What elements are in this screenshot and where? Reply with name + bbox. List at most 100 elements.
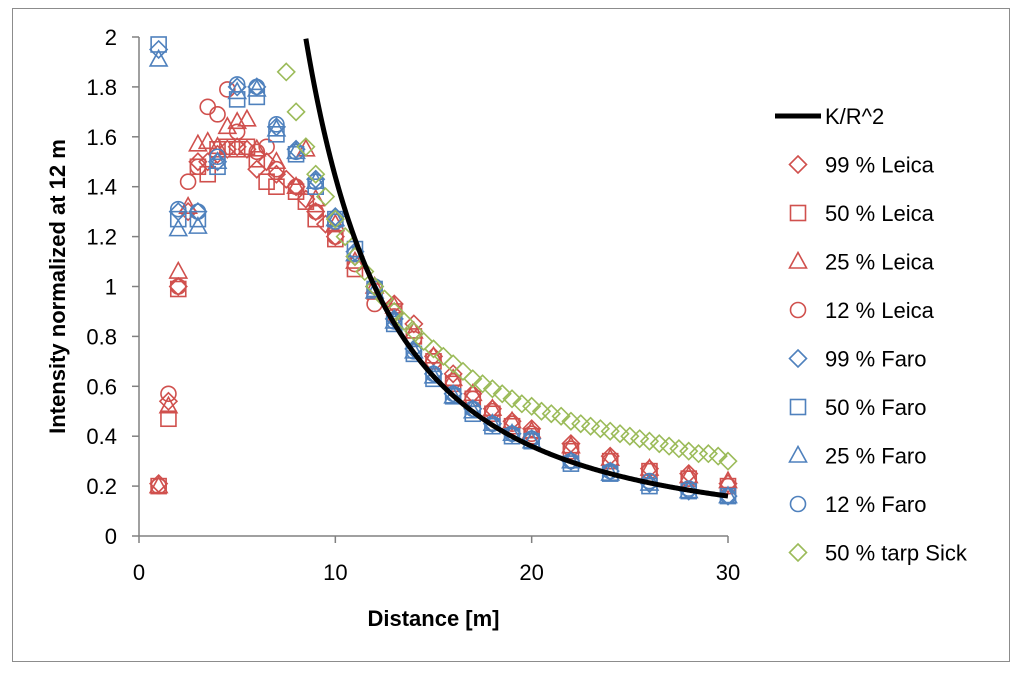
data-point <box>158 395 179 414</box>
data-point <box>247 159 267 179</box>
data-point <box>179 173 197 191</box>
data-point <box>364 275 385 294</box>
scatter-chart: 0 0.2 0.4 0.6 0.8 1 1.2 1.4 1.6 1.8 2 0 10 20 30 Inte… <box>45 25 968 631</box>
data-point <box>197 131 218 150</box>
data-point <box>325 209 345 229</box>
legend-label: 12 % Faro <box>825 492 927 517</box>
data-point <box>414 331 434 352</box>
data-point <box>150 477 167 495</box>
data-point <box>620 426 640 446</box>
legend-label: 50 % Leica <box>825 201 935 226</box>
data-point <box>425 370 442 388</box>
data-point <box>268 178 285 195</box>
legend-swatch <box>788 444 808 463</box>
data-point <box>590 419 611 439</box>
x-tick-label: 30 <box>716 560 740 585</box>
legend-item: 50 % Leica <box>789 201 935 226</box>
data-point <box>571 414 591 434</box>
data-point <box>315 187 336 207</box>
y-tick-label: 0 <box>105 524 117 549</box>
y-tick-label: 0.6 <box>86 374 117 399</box>
data-point <box>227 137 247 157</box>
data-point <box>472 374 493 394</box>
data-point <box>463 369 483 389</box>
data-point <box>679 441 699 461</box>
data-point <box>385 313 403 330</box>
data-point <box>551 406 571 426</box>
series-12-faro <box>169 76 737 505</box>
data-point <box>169 278 187 295</box>
series-layer <box>148 36 738 506</box>
legend-label: K/R^2 <box>825 104 884 129</box>
y-axis <box>132 36 140 537</box>
legend-label: 25 % Leica <box>825 250 935 275</box>
data-point <box>248 78 266 96</box>
legend-label: 12 % Leica <box>825 298 935 323</box>
data-point <box>188 202 208 222</box>
legend-swatch <box>788 250 808 269</box>
legend-label: 50 % Faro <box>825 395 927 420</box>
x-tick-label: 20 <box>519 560 543 585</box>
data-point <box>297 193 315 210</box>
data-point <box>325 226 345 247</box>
y-tick-label: 0.4 <box>86 424 117 449</box>
data-point <box>258 173 275 191</box>
y-tick-label: 1.4 <box>86 175 117 200</box>
data-point <box>199 98 217 116</box>
data-point <box>708 446 728 466</box>
data-point <box>266 118 287 137</box>
data-point <box>209 140 226 158</box>
data-point <box>189 203 207 220</box>
data-point <box>425 365 442 383</box>
data-point <box>209 106 226 123</box>
data-point <box>443 354 463 374</box>
y-tick-label: 0.8 <box>86 324 117 349</box>
legend-item: 50 % tarp Sick <box>788 541 968 566</box>
legend-swatch <box>789 301 807 319</box>
series-25-faro <box>148 48 738 504</box>
data-point <box>306 164 326 184</box>
data-point <box>522 396 542 416</box>
legend-label: 99 % Leica <box>825 153 935 178</box>
data-point <box>307 210 325 228</box>
data-point <box>287 143 305 161</box>
y-tick-label: 1.2 <box>86 225 117 250</box>
data-point <box>228 140 246 158</box>
legend-item: 99 % Faro <box>788 347 927 372</box>
data-point <box>228 123 246 141</box>
data-point <box>248 150 266 168</box>
data-point <box>268 160 285 178</box>
legend-label: 50 % tarp Sick <box>825 541 968 566</box>
data-point <box>219 138 236 156</box>
data-point <box>659 436 679 456</box>
data-point <box>227 77 247 97</box>
data-point <box>169 210 187 228</box>
data-point <box>305 171 326 190</box>
data-point <box>484 415 501 433</box>
data-point <box>718 451 738 471</box>
legend-item: K/R^2 <box>775 104 884 129</box>
data-point <box>217 116 238 135</box>
data-point <box>286 176 306 194</box>
data-point <box>688 444 709 464</box>
x-tick-label: 10 <box>323 560 347 585</box>
data-point <box>541 404 561 424</box>
data-point <box>219 81 236 98</box>
data-point <box>327 213 344 230</box>
data-point <box>444 385 462 403</box>
data-point <box>266 164 287 184</box>
legend-swatch <box>788 542 808 563</box>
data-point <box>307 173 325 191</box>
data-point <box>148 475 169 494</box>
data-point <box>325 208 346 227</box>
data-point <box>453 361 473 381</box>
legend-item: 25 % Faro <box>788 444 927 469</box>
legend-item: 12 % Faro <box>789 492 927 517</box>
data-point <box>433 346 453 366</box>
data-point <box>698 444 718 464</box>
series-50-tarp-sick <box>276 62 738 471</box>
y-tick-label: 1.8 <box>86 75 117 100</box>
data-point <box>355 261 375 282</box>
data-point <box>178 195 198 214</box>
x-tick-label: 0 <box>133 560 145 585</box>
